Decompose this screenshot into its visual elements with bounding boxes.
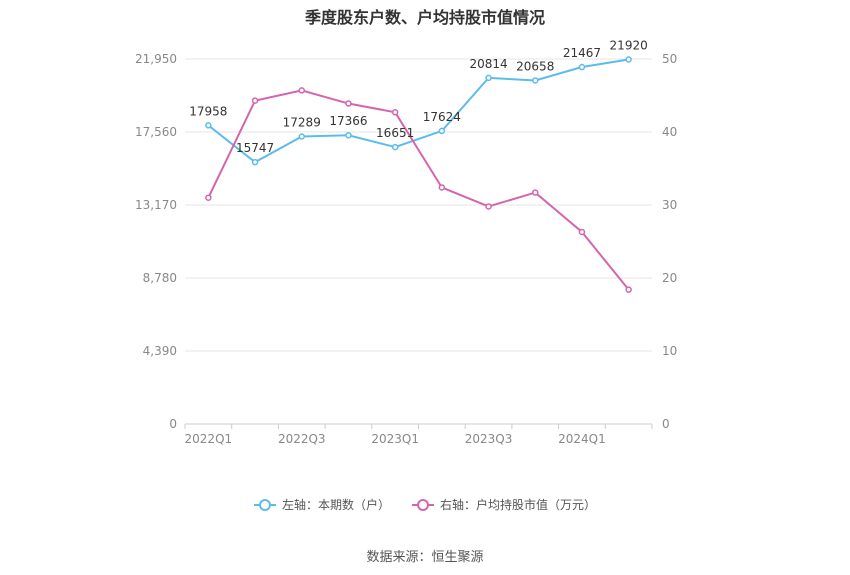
left-axis-tick-label: 0 — [169, 417, 177, 431]
data-label: 17366 — [329, 114, 367, 128]
series-point-0 — [251, 158, 259, 166]
series-point-1 — [532, 189, 539, 196]
series-line-1 — [207, 89, 630, 291]
series-line-0 — [207, 58, 629, 164]
series-lines — [205, 56, 632, 293]
grid-lines — [185, 58, 652, 425]
series-point-0 — [485, 74, 492, 82]
series-point-1 — [251, 97, 259, 104]
legend: 左轴：本期数（户） 右轴：户均持股市值（万元） — [0, 496, 850, 513]
data-label: 16651 — [376, 126, 414, 140]
series-point-1 — [298, 87, 305, 94]
data-label: 21467 — [563, 46, 601, 60]
left-axis-tick-label: 21,950 — [135, 52, 177, 66]
series-point-0 — [578, 63, 586, 71]
left-axis-tick-label: 8,780 — [143, 271, 177, 285]
series-point-0 — [438, 127, 446, 135]
series-point-1 — [578, 228, 586, 236]
data-labels: 17958 15747 17289 17366 16651 17624 20814 20658… — [189, 38, 647, 155]
data-label: 17289 — [283, 116, 321, 130]
chart-title: 季度股东户数、户均持股市值情况 — [304, 8, 545, 27]
series-point-1 — [345, 100, 352, 107]
legend-swatch-avg-value — [412, 498, 434, 511]
right-axis-tick-label: 30 — [662, 198, 677, 212]
right-axis-tick-label: 20 — [662, 271, 677, 285]
data-label: 20814 — [469, 57, 507, 71]
right-axis-tick-label: 10 — [662, 344, 677, 358]
data-label: 15747 — [236, 141, 274, 155]
x-axis-tick-label: 2024Q1 — [558, 432, 606, 446]
left-axis-tick-label: 17,560 — [135, 125, 177, 139]
data-label: 17958 — [189, 104, 227, 118]
x-axis-tick-label: 2022Q3 — [278, 432, 326, 446]
x-axis-tick-label: 2023Q3 — [465, 432, 513, 446]
source-note: 数据来源：恒生聚源 — [366, 550, 484, 565]
x-axis-tick-label: 2023Q1 — [371, 432, 419, 446]
series-point-1 — [485, 203, 492, 210]
legend-item-avg-value[interactable]: 右轴：户均持股市值（万元） — [412, 496, 596, 513]
series-point-0 — [532, 77, 539, 84]
data-label: 20658 — [516, 59, 554, 73]
legend-label-avg-value: 右轴：户均持股市值（万元） — [440, 498, 597, 512]
series-point-0 — [625, 56, 632, 63]
series-point-0 — [205, 122, 212, 129]
x-axis-tick-label: 2022Q1 — [185, 432, 233, 446]
series-point-1 — [625, 286, 632, 293]
axes: 0 0 4,390 10 8,780 20 13,170 30 17,560 40 21,950 50… — [135, 52, 677, 446]
series-point-1 — [205, 194, 212, 201]
data-label: 21920 — [610, 38, 648, 52]
legend-item-households[interactable]: 左轴：本期数（户） — [253, 496, 390, 513]
right-axis-tick-label: 40 — [662, 125, 677, 139]
legend-label-households: 左轴：本期数（户） — [281, 498, 390, 512]
right-axis-tick-label: 50 — [662, 52, 677, 66]
series-point-0 — [345, 131, 352, 139]
legend-swatch-households — [253, 498, 276, 511]
series-point-0 — [298, 133, 305, 140]
left-axis-tick-label: 13,170 — [135, 198, 177, 212]
right-axis-tick-label: 0 — [662, 417, 670, 431]
data-label: 17624 — [423, 110, 461, 124]
left-axis-tick-label: 4,390 — [143, 344, 177, 358]
series-point-1 — [391, 109, 399, 116]
series-point-0 — [391, 143, 399, 151]
series-point-1 — [438, 184, 446, 191]
